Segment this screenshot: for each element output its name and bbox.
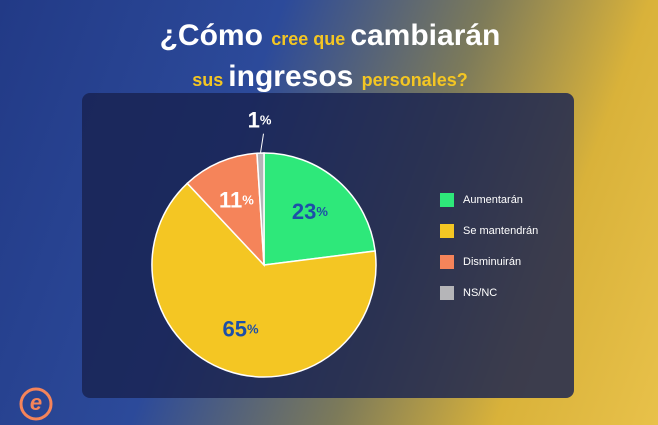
data-label-number: 11	[219, 187, 242, 212]
pie-slice	[151, 182, 377, 378]
legend-label: Disminuirán	[463, 256, 521, 268]
legend-swatch	[440, 286, 454, 300]
data-label: 23%	[292, 199, 328, 224]
pie-slice	[256, 152, 265, 266]
data-label: 11%	[219, 187, 254, 212]
legend-label: Aumentarán	[463, 194, 523, 206]
data-label-unit: %	[316, 204, 328, 219]
chart-title: ¿Cómo cree que cambiarán sus ingresos pe…	[159, 19, 501, 93]
data-label-number: 23	[292, 199, 316, 224]
legend-swatch	[440, 193, 454, 207]
data-label-number: 65	[222, 316, 246, 341]
logo-letter: e	[30, 390, 42, 415]
data-label-number: 1	[248, 108, 260, 133]
data-label-unit: %	[260, 113, 272, 128]
logo	[19, 387, 53, 421]
legend-swatch	[440, 224, 454, 238]
leader-line	[259, 133, 264, 154]
legend-swatch	[440, 255, 454, 269]
pie-slice	[263, 152, 376, 266]
data-label-unit: %	[247, 322, 259, 337]
pie-slice	[186, 152, 265, 268]
data-label: 65%	[222, 316, 258, 341]
data-label-unit: %	[242, 193, 254, 208]
legend-label: NS/NC	[463, 287, 497, 299]
legend-label: Se mantendrán	[463, 225, 538, 237]
data-label: 1%	[248, 108, 272, 133]
